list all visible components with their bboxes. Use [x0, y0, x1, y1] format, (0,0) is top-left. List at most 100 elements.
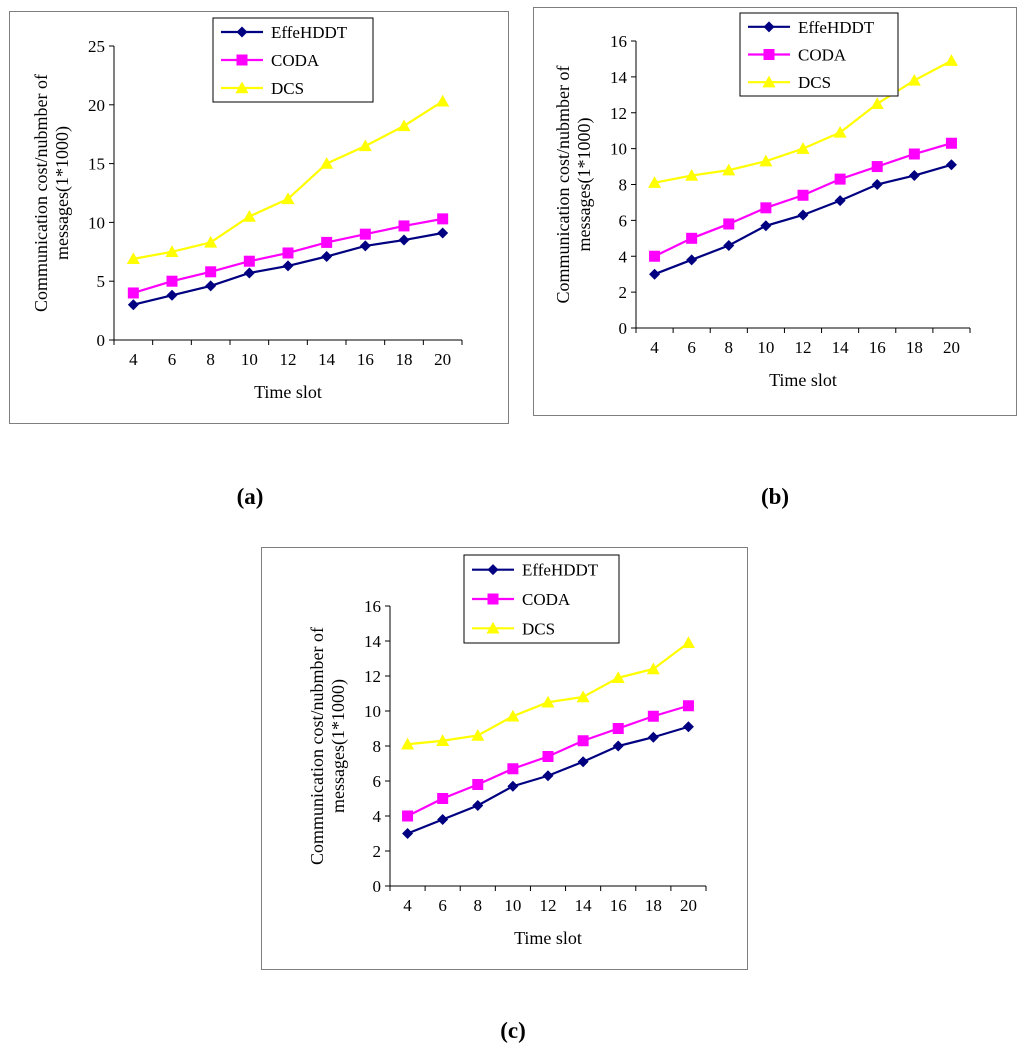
x-tick-label: 16: [869, 338, 886, 357]
data-point-coda: [359, 228, 371, 240]
chart-panel-c: 0 2 4 6 8 10 12 14 16 4 6 8 10 12 14 16 18 20 Time slot Com…: [261, 547, 748, 970]
data-point-coda: [797, 189, 809, 201]
chart-panel-a: 0 5 10 15 20 25 4 6 8 10 12 14 16 18 20 Time slot Commun…: [9, 11, 509, 424]
legend-marker-dcs: [762, 75, 776, 88]
legend-marker-effehddt: [487, 564, 499, 576]
x-tick-label: 14: [832, 338, 850, 357]
y-tick-label: 14: [364, 632, 382, 651]
x-tick-label: 6: [168, 350, 177, 369]
y-axis-title-line: messages(1*1000): [328, 679, 349, 813]
data-point-coda: [243, 255, 255, 267]
legend-label-dcs: DCS: [522, 619, 555, 638]
chart-a: 0 5 10 15 20 25 4 6 8 10 12 14 16 18 20 Time slot Commun…: [31, 17, 463, 402]
x-tick-label: 14: [318, 350, 336, 369]
data-point-coda: [437, 213, 449, 225]
x-axis-title: Time slot: [769, 370, 837, 390]
x-axis-title: Time slot: [514, 928, 582, 948]
series-coda: [127, 213, 449, 299]
caption-c: (c): [500, 1018, 526, 1043]
x-tick-label: 20: [943, 338, 960, 357]
y-axis-title: Communication cost/nubmber ofmessages(1*…: [307, 627, 349, 865]
x-axis-title: Time slot: [254, 382, 322, 402]
data-point-effehddt: [472, 800, 484, 811]
x-tick-label: 12: [795, 338, 812, 357]
data-point-dcs: [401, 737, 415, 750]
data-point-effehddt: [834, 195, 846, 207]
x-tick-label: 18: [906, 338, 923, 357]
data-point-dcs: [204, 235, 218, 248]
data-point-coda: [723, 218, 735, 230]
legend-label-effehddt: EffeHDDT: [798, 18, 875, 37]
data-point-dcs: [611, 671, 625, 683]
data-point-coda: [437, 793, 449, 804]
data-point-coda: [398, 220, 410, 232]
data-point-effehddt: [282, 260, 294, 272]
data-point-coda: [871, 161, 883, 173]
data-point-coda: [649, 250, 661, 262]
data-point-coda: [834, 173, 846, 185]
data-point-dcs: [281, 192, 295, 205]
chart-c: 0 2 4 6 8 10 12 14 16 4 6 8 10 12 14 16 18 20 Time slot Com…: [307, 554, 707, 948]
data-point-effehddt: [760, 220, 772, 232]
data-point-coda: [507, 763, 519, 775]
data-point-coda: [908, 148, 920, 160]
legend-marker-coda: [763, 49, 775, 60]
y-axis-title-line: messages(1*1000): [52, 126, 73, 260]
y-tick-label: 0: [619, 319, 628, 338]
y-tick-label: 10: [610, 140, 627, 159]
caption-b: (b): [760, 484, 790, 509]
data-point-dcs: [541, 695, 555, 708]
legend-label-coda: CODA: [271, 51, 320, 70]
legend: EffeHDDT CODA DCS: [463, 554, 620, 644]
legend-label-effehddt: EffeHDDT: [522, 561, 599, 580]
data-point-dcs: [436, 94, 450, 107]
series-coda: [649, 137, 957, 262]
x-tick-label: 4: [650, 338, 659, 357]
y-tick-label: 15: [88, 155, 105, 174]
y-tick-label: 6: [373, 772, 382, 791]
x-tick-label: 18: [396, 350, 413, 369]
data-point-dcs: [242, 210, 256, 222]
y-tick-label: 5: [97, 272, 106, 291]
caption-a: (a): [236, 484, 264, 509]
y-tick-label: 25: [88, 37, 105, 56]
y-tick-label: 2: [619, 283, 628, 302]
series-effehddt: [402, 721, 694, 839]
x-tick-label: 18: [645, 896, 662, 915]
data-point-dcs: [436, 734, 450, 746]
data-point-dcs: [944, 54, 958, 66]
x-tick-label: 12: [280, 350, 297, 369]
x-tick-label: 16: [357, 350, 374, 369]
y-tick-label: 6: [619, 211, 628, 230]
y-tick-label: 14: [610, 68, 628, 87]
legend-label-dcs: DCS: [271, 79, 304, 98]
data-point-dcs: [648, 176, 662, 188]
data-point-effehddt: [577, 756, 589, 768]
y-axis-title-line: Communication cost/nubmber of: [31, 74, 51, 312]
data-point-effehddt: [649, 268, 661, 280]
data-point-coda: [945, 137, 957, 149]
series-line-dcs: [133, 100, 444, 260]
series-dcs: [126, 94, 450, 265]
y-axis-title-line: messages(1*1000): [574, 118, 595, 252]
series-line-dcs: [407, 641, 690, 746]
legend-label-effehddt: EffeHDDT: [271, 23, 348, 42]
data-point-effehddt: [437, 227, 449, 239]
data-point-effehddt: [723, 239, 735, 251]
data-point-dcs: [759, 154, 773, 167]
data-point-effehddt: [647, 731, 659, 743]
data-point-coda: [760, 202, 772, 214]
data-point-effehddt: [205, 280, 217, 292]
x-tick-label: 16: [610, 896, 627, 915]
x-tick-label: 12: [540, 896, 557, 915]
data-point-dcs: [576, 690, 590, 703]
data-point-effehddt: [166, 289, 178, 301]
legend-marker-coda: [487, 593, 499, 605]
data-point-coda: [282, 247, 294, 259]
y-axis-title: Communication cost/nubmber ofmessages(1*…: [31, 74, 73, 312]
x-tick-label: 10: [504, 896, 521, 915]
x-tick-label: 8: [474, 896, 483, 915]
data-point-dcs: [358, 139, 372, 152]
y-tick-label: 8: [619, 176, 628, 195]
data-point-dcs: [796, 142, 810, 154]
